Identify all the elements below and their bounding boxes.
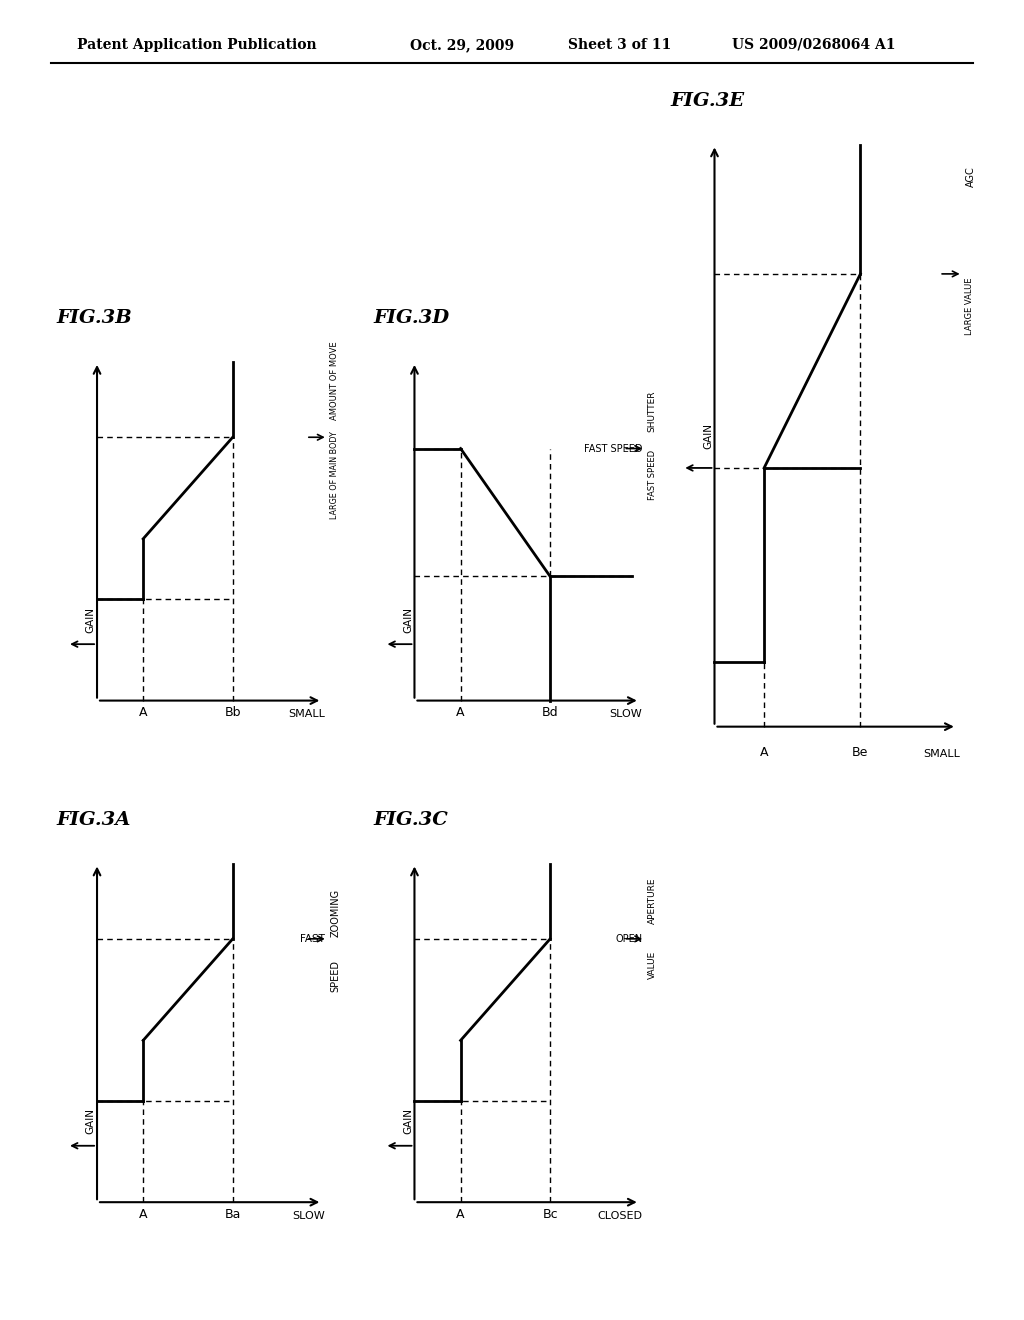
Text: A: A <box>457 706 465 719</box>
Text: FIG.3B: FIG.3B <box>56 309 132 327</box>
Text: FIG.3A: FIG.3A <box>56 810 131 829</box>
Text: ZOOMING: ZOOMING <box>331 888 340 937</box>
Text: SHUTTER: SHUTTER <box>648 391 656 432</box>
Text: APERTURE: APERTURE <box>648 878 656 924</box>
Text: Oct. 29, 2009: Oct. 29, 2009 <box>410 38 514 51</box>
Text: GAIN: GAIN <box>703 422 713 449</box>
Text: VALUE: VALUE <box>648 950 656 979</box>
Text: GAIN: GAIN <box>403 607 413 632</box>
Text: FAST SPEED: FAST SPEED <box>584 444 642 454</box>
Text: OPEN: OPEN <box>615 933 642 944</box>
Text: AGC: AGC <box>966 166 976 187</box>
Text: GAIN: GAIN <box>86 1109 95 1134</box>
Text: Patent Application Publication: Patent Application Publication <box>77 38 316 51</box>
Text: Bd: Bd <box>542 706 558 719</box>
Text: Ba: Ba <box>224 1208 241 1221</box>
Text: SPEED: SPEED <box>331 961 340 993</box>
Text: US 2009/0268064 A1: US 2009/0268064 A1 <box>732 38 896 51</box>
Text: Be: Be <box>852 746 868 759</box>
Text: SLOW: SLOW <box>292 1210 325 1221</box>
Text: Bc: Bc <box>543 1208 558 1221</box>
Text: GAIN: GAIN <box>86 607 95 632</box>
Text: LARGE OF MAIN BODY: LARGE OF MAIN BODY <box>331 430 339 519</box>
Text: FIG.3E: FIG.3E <box>671 91 744 110</box>
Text: FIG.3C: FIG.3C <box>374 810 449 829</box>
Text: Bb: Bb <box>224 706 241 719</box>
Text: A: A <box>760 746 768 759</box>
Text: FAST: FAST <box>300 933 325 944</box>
Text: FAST SPEED: FAST SPEED <box>648 450 656 500</box>
Text: LARGE VALUE: LARGE VALUE <box>966 277 975 335</box>
Text: FIG.3D: FIG.3D <box>374 309 450 327</box>
Text: CLOSED: CLOSED <box>597 1210 642 1221</box>
Text: Sheet 3 of 11: Sheet 3 of 11 <box>568 38 672 51</box>
Text: SLOW: SLOW <box>609 709 642 719</box>
Text: A: A <box>139 706 147 719</box>
Text: GAIN: GAIN <box>403 1109 413 1134</box>
Text: SMALL: SMALL <box>923 748 959 759</box>
Text: A: A <box>139 1208 147 1221</box>
Text: AMOUNT OF MOVE: AMOUNT OF MOVE <box>331 342 339 420</box>
Text: SMALL: SMALL <box>288 709 325 719</box>
Text: A: A <box>457 1208 465 1221</box>
